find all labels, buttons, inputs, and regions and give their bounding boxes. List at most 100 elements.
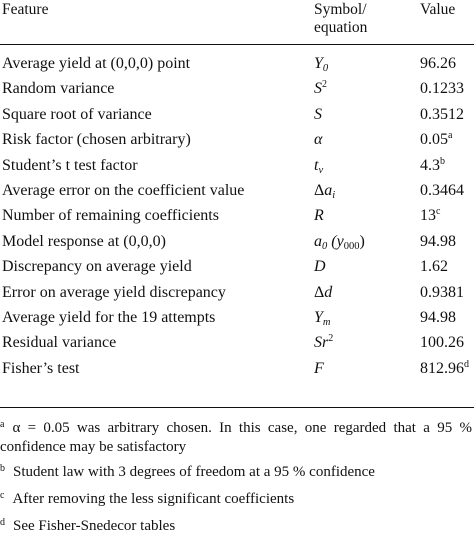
cell-value: 13c bbox=[420, 203, 440, 228]
value-number: 812.96 bbox=[420, 359, 464, 377]
cell-value: 0.3464 bbox=[420, 178, 464, 203]
table-row: Average yield at (0,0,0) point Y0 96.26 bbox=[0, 51, 474, 76]
symbol-part: m bbox=[322, 317, 331, 328]
symbol-part: 2 bbox=[322, 79, 327, 91]
symbol-part: Δa bbox=[314, 182, 333, 199]
symbol-part: Y bbox=[314, 309, 323, 326]
value-number: 13 bbox=[420, 207, 436, 225]
symbol-part: 0 bbox=[322, 63, 329, 74]
table-row: Square root of variance S 0.3512 bbox=[0, 102, 474, 127]
cell-symbol: S bbox=[314, 102, 322, 127]
value-number: 94.98 bbox=[420, 309, 456, 326]
value-footnote-mark: d bbox=[464, 358, 469, 370]
cell-value: 1.62 bbox=[420, 254, 448, 279]
table-row: Risk factor (chosen arbitrary) α 0.05a bbox=[0, 127, 474, 152]
value-number: 0.1233 bbox=[420, 80, 464, 98]
table-row: Average error on the coefficient value Δa… bbox=[0, 178, 474, 203]
symbol-part: 2 bbox=[328, 333, 334, 345]
footnote-b-mark: b bbox=[0, 463, 5, 474]
symbol-part: S bbox=[314, 80, 322, 98]
symbol-part: t bbox=[314, 156, 319, 174]
cell-symbol: D bbox=[314, 254, 326, 279]
value-number: 100.26 bbox=[420, 334, 464, 352]
symbol-part: Sr bbox=[314, 334, 329, 352]
footnote-d-mark: d bbox=[0, 517, 5, 528]
symbol-part: ) bbox=[359, 232, 365, 250]
cell-feature: Model response at (0,0,0) bbox=[2, 232, 166, 250]
cell-feature: Number of remaining coefficients bbox=[2, 207, 219, 225]
cell-feature: Average error on the coefficient value bbox=[2, 182, 245, 199]
table-row: Average yield for the 19 attempts Ym 94.98 bbox=[0, 305, 474, 330]
footnote-c: c After removing the less significant coe… bbox=[0, 486, 474, 509]
value-number: 0.05 bbox=[420, 131, 448, 149]
header-feature: Feature bbox=[2, 1, 49, 18]
cell-value: 94.98 bbox=[420, 229, 456, 254]
value-number: 0.9381 bbox=[420, 283, 464, 301]
cell-symbol: a0 (y000) bbox=[314, 229, 365, 254]
table-row: Number of remaining coefficients R 13c bbox=[0, 203, 474, 228]
cell-feature: Square root of variance bbox=[2, 105, 152, 123]
symbol-part: S bbox=[314, 105, 322, 123]
symbol-part: α bbox=[314, 131, 323, 149]
cell-value: 100.26 bbox=[420, 330, 464, 355]
cell-value: 0.1233 bbox=[420, 76, 464, 101]
value-number: 0.3512 bbox=[420, 105, 464, 123]
cell-symbol: Sr2 bbox=[314, 330, 333, 355]
cell-feature: Average yield for the 19 attempts bbox=[2, 309, 216, 326]
cell-symbol: R bbox=[314, 203, 324, 228]
table-row: Random variance S2 0.1233 bbox=[0, 76, 474, 101]
table-row: Fisher’s test F 812.96d bbox=[0, 356, 474, 381]
footnote-b: b Student law with 3 degrees of freedom a… bbox=[0, 459, 474, 482]
cell-symbol: Y0 bbox=[314, 51, 328, 76]
cell-symbol: α bbox=[314, 127, 322, 152]
footnote-c-text: After removing the less significant coef… bbox=[12, 491, 295, 507]
cell-feature: Risk factor (chosen arbitrary) bbox=[2, 131, 191, 149]
value-number: 0.3464 bbox=[420, 182, 464, 199]
symbol-part: (y bbox=[331, 232, 344, 250]
cell-symbol: S2 bbox=[314, 76, 327, 101]
value-footnote-mark: b bbox=[440, 155, 445, 167]
value-number: 1.62 bbox=[420, 258, 448, 276]
symbol-part: a bbox=[314, 232, 322, 250]
cell-value: 0.3512 bbox=[420, 102, 464, 127]
cell-value: 94.98 bbox=[420, 305, 456, 330]
footnote-b-text: Student law with 3 degrees of freedom at… bbox=[13, 464, 375, 480]
value-number: 4.3 bbox=[420, 156, 440, 174]
footnote-d: d See Fisher-Snedecor tables bbox=[0, 513, 474, 536]
symbol-part: D bbox=[314, 258, 326, 276]
bottom-rule bbox=[0, 407, 474, 409]
symbol-part: 000 bbox=[343, 240, 360, 252]
symbol-part: 0 bbox=[322, 240, 328, 252]
table-row: Model response at (0,0,0) a0 (y000) 94.98 bbox=[0, 229, 474, 254]
cell-feature: Residual variance bbox=[2, 334, 117, 352]
cell-symbol: Ym bbox=[314, 305, 331, 330]
value-number: 96.26 bbox=[420, 55, 456, 72]
cell-feature: Fisher’s test bbox=[2, 359, 80, 377]
table-row: Discrepancy on average yield D 1.62 bbox=[0, 254, 474, 279]
cell-symbol: tv bbox=[314, 153, 323, 178]
symbol-part: v bbox=[318, 164, 324, 176]
cell-value: 812.96d bbox=[420, 356, 469, 381]
symbol-part: Δd bbox=[314, 283, 333, 301]
cell-value: 4.3b bbox=[420, 153, 445, 178]
symbol-part: i bbox=[332, 190, 336, 201]
table-row: Residual variance Sr2 100.26 bbox=[0, 330, 474, 355]
table-row: Error on average yield discrepancy Δd 0.93… bbox=[0, 280, 474, 305]
footnote-d-text: See Fisher-Snedecor tables bbox=[13, 518, 176, 534]
footnote-c-mark: c bbox=[0, 490, 5, 501]
cell-value: 0.9381 bbox=[420, 280, 464, 305]
cell-feature: Error on average yield discrepancy bbox=[2, 283, 226, 301]
header-value: Value bbox=[420, 1, 456, 18]
cell-value: 0.05a bbox=[420, 127, 452, 152]
cell-feature: Random variance bbox=[2, 80, 115, 98]
symbol-part: F bbox=[314, 359, 324, 377]
cell-symbol: Δai bbox=[314, 178, 335, 203]
footnote-a-mark: a bbox=[0, 419, 5, 430]
footnote-a-text: α = 0.05 was arbitrary chosen. In this c… bbox=[0, 420, 472, 455]
header-symbol-line2: equation bbox=[314, 19, 368, 36]
cell-symbol: F bbox=[314, 356, 324, 381]
symbol-part: Y bbox=[314, 55, 323, 72]
cell-feature: Student’s t test factor bbox=[2, 156, 138, 174]
header-symbol-line1: Symbol/ bbox=[314, 1, 367, 18]
